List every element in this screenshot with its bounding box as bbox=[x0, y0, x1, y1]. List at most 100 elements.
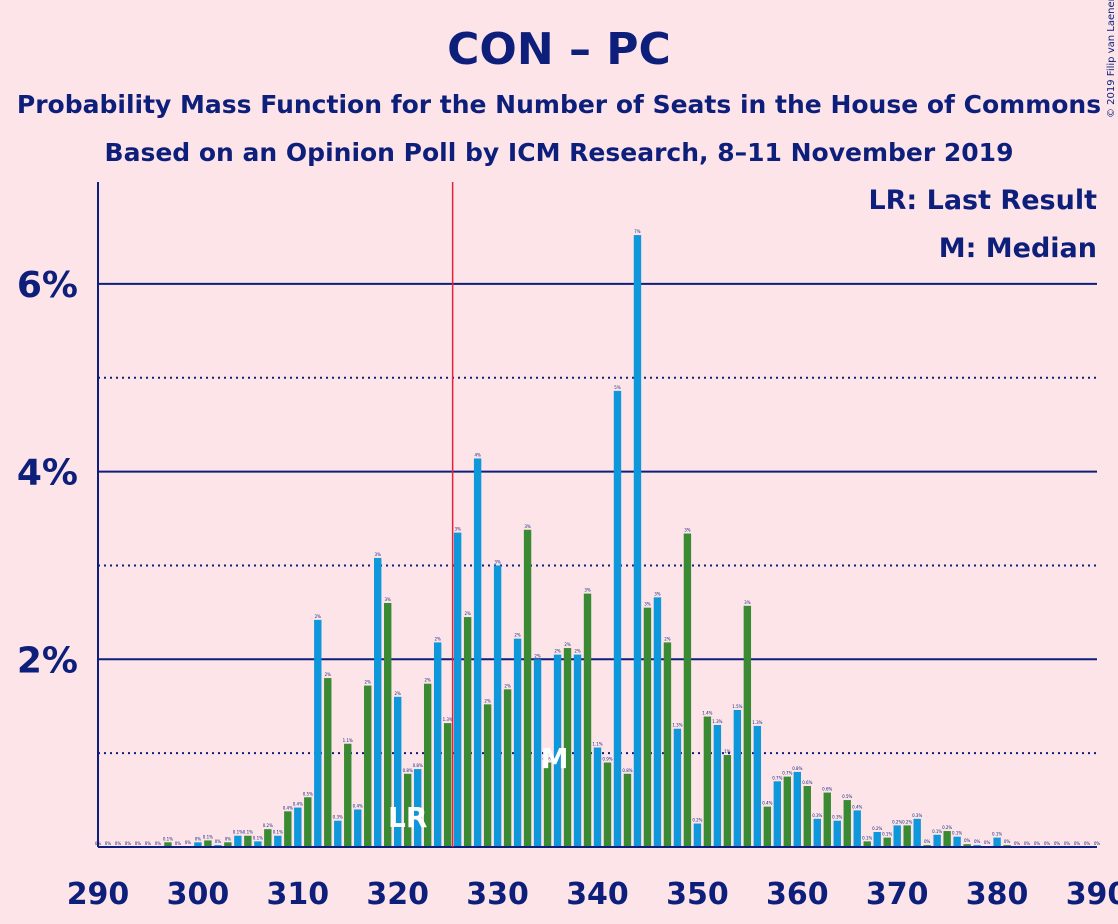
data-label-seat-372: 0.3% bbox=[912, 813, 922, 818]
bar-seat-343 bbox=[623, 773, 632, 847]
bar-seat-342 bbox=[613, 390, 622, 847]
data-label-seat-373: 0% bbox=[924, 839, 931, 844]
bar-seat-369 bbox=[883, 837, 891, 847]
y-tick-label: 4% bbox=[17, 453, 78, 494]
data-label-seat-364: 0.3% bbox=[832, 815, 842, 820]
data-label-seat-371: 0.2% bbox=[902, 819, 912, 824]
bar-seat-337 bbox=[563, 648, 572, 847]
bar-seat-352 bbox=[713, 724, 722, 847]
data-label-seat-292: 0% bbox=[115, 841, 122, 846]
data-label-seat-347: 2% bbox=[664, 636, 671, 641]
bar-seat-349 bbox=[683, 533, 692, 847]
bar-seat-304 bbox=[234, 835, 242, 847]
bar-seat-348 bbox=[673, 728, 682, 847]
bar-seat-380 bbox=[993, 837, 1001, 847]
bar-seat-329 bbox=[483, 704, 492, 847]
data-label-seat-336: 2% bbox=[554, 649, 561, 654]
data-label-seat-344: 7% bbox=[634, 229, 641, 234]
data-label-seat-354: 1.5% bbox=[732, 704, 742, 709]
bar-seat-364 bbox=[833, 820, 841, 847]
data-label-seat-313: 2% bbox=[325, 672, 332, 677]
bar-seat-314 bbox=[334, 820, 342, 847]
bar-seat-330 bbox=[493, 565, 502, 847]
data-label-seat-376: 0.1% bbox=[952, 831, 962, 836]
data-label-seat-299: 0% bbox=[185, 840, 192, 845]
data-label-seat-365: 0.5% bbox=[842, 794, 852, 799]
data-label-seat-385: 0% bbox=[1044, 841, 1051, 846]
data-label-seat-363: 0.6% bbox=[822, 787, 832, 792]
x-tick-label: 330 bbox=[466, 877, 529, 912]
data-label-seat-332: 2% bbox=[514, 633, 521, 638]
data-label-seat-305: 0.1% bbox=[243, 830, 253, 835]
data-label-seat-339: 3% bbox=[584, 588, 591, 593]
y-tick-label: 2% bbox=[17, 640, 78, 681]
bar-seat-306 bbox=[254, 841, 262, 847]
data-label-seat-311: 0.5% bbox=[303, 791, 313, 796]
x-tick-label: 320 bbox=[366, 877, 429, 912]
bar-seat-323 bbox=[423, 683, 432, 847]
data-label-seat-368: 0.2% bbox=[872, 826, 882, 831]
data-label-seat-301: 0.1% bbox=[203, 834, 213, 839]
data-label-seat-390: 0% bbox=[1094, 841, 1101, 846]
data-label-seat-320: 2% bbox=[395, 691, 402, 696]
data-label-seat-294: 0% bbox=[135, 841, 142, 846]
data-label-seat-316: 0.4% bbox=[353, 803, 363, 808]
data-label-seat-357: 0.4% bbox=[762, 801, 772, 806]
bar-seat-322 bbox=[413, 769, 422, 847]
data-label-seat-380: 0.1% bbox=[992, 832, 1002, 837]
x-tick-label: 350 bbox=[666, 877, 729, 912]
data-label-seat-328: 4% bbox=[474, 452, 481, 457]
bar-seat-338 bbox=[573, 654, 582, 847]
bar-seat-365 bbox=[843, 800, 851, 847]
bar-seat-336 bbox=[553, 654, 562, 847]
data-label-seat-298: 0% bbox=[175, 841, 182, 846]
bar-seat-313 bbox=[324, 678, 332, 847]
data-label-seat-345: 3% bbox=[644, 602, 651, 607]
bar-seat-360 bbox=[793, 771, 801, 847]
data-label-seat-355: 3% bbox=[744, 600, 751, 605]
data-label-seat-369: 0.1% bbox=[882, 832, 892, 837]
data-label-seat-296: 0% bbox=[155, 841, 162, 846]
data-label-seat-384: 0% bbox=[1034, 841, 1041, 846]
bar-seat-334 bbox=[533, 659, 542, 847]
data-label-seat-302: 0% bbox=[215, 839, 222, 844]
bar-seat-303 bbox=[224, 842, 232, 847]
chart-title: CON – PC bbox=[447, 24, 671, 75]
data-label-seat-386: 0% bbox=[1054, 841, 1061, 846]
x-tick-label: 290 bbox=[67, 877, 130, 912]
bar-seat-341 bbox=[603, 762, 612, 847]
data-label-seat-353: 1% bbox=[724, 749, 731, 754]
bar-seat-332 bbox=[513, 638, 522, 847]
data-label-seat-382: 0% bbox=[1014, 841, 1021, 846]
data-label-seat-351: 1.4% bbox=[702, 711, 712, 716]
bar-seat-375 bbox=[943, 831, 951, 847]
gridlines bbox=[98, 282, 1097, 755]
data-label-seat-361: 0.6% bbox=[802, 780, 812, 785]
data-label-seat-312: 2% bbox=[315, 614, 322, 619]
data-label-seat-291: 0% bbox=[105, 841, 112, 846]
bar-seat-371 bbox=[903, 825, 911, 847]
bar-seat-351 bbox=[703, 716, 712, 847]
data-label-seat-379: 0% bbox=[984, 840, 991, 845]
data-label-seat-308: 0.1% bbox=[273, 830, 283, 835]
data-label-seat-304: 0.1% bbox=[233, 830, 243, 835]
data-label-seat-349: 3% bbox=[684, 528, 691, 533]
data-label-seat-359: 0.7% bbox=[782, 771, 792, 776]
bars-group bbox=[164, 235, 1011, 847]
data-label-seat-388: 0% bbox=[1074, 841, 1081, 846]
bar-seat-311 bbox=[304, 797, 312, 847]
bar-seat-309 bbox=[284, 811, 292, 847]
bar-seat-374 bbox=[933, 834, 941, 847]
copyright-note: © 2019 Filip van Laenen bbox=[1106, 0, 1117, 118]
data-label-seat-356: 1.3% bbox=[752, 720, 762, 725]
bar-seat-376 bbox=[953, 836, 961, 847]
data-label-seat-293: 0% bbox=[125, 841, 132, 846]
data-label-seat-315: 1.1% bbox=[343, 738, 353, 743]
bar-seat-350 bbox=[693, 823, 702, 847]
bar-seat-297 bbox=[164, 842, 172, 847]
bar-seat-325 bbox=[443, 723, 452, 847]
data-label-seat-350: 0.2% bbox=[692, 818, 702, 823]
data-label-seat-307: 0.2% bbox=[263, 823, 273, 828]
median-marker: M bbox=[541, 742, 569, 775]
bar-seat-312 bbox=[314, 619, 322, 847]
